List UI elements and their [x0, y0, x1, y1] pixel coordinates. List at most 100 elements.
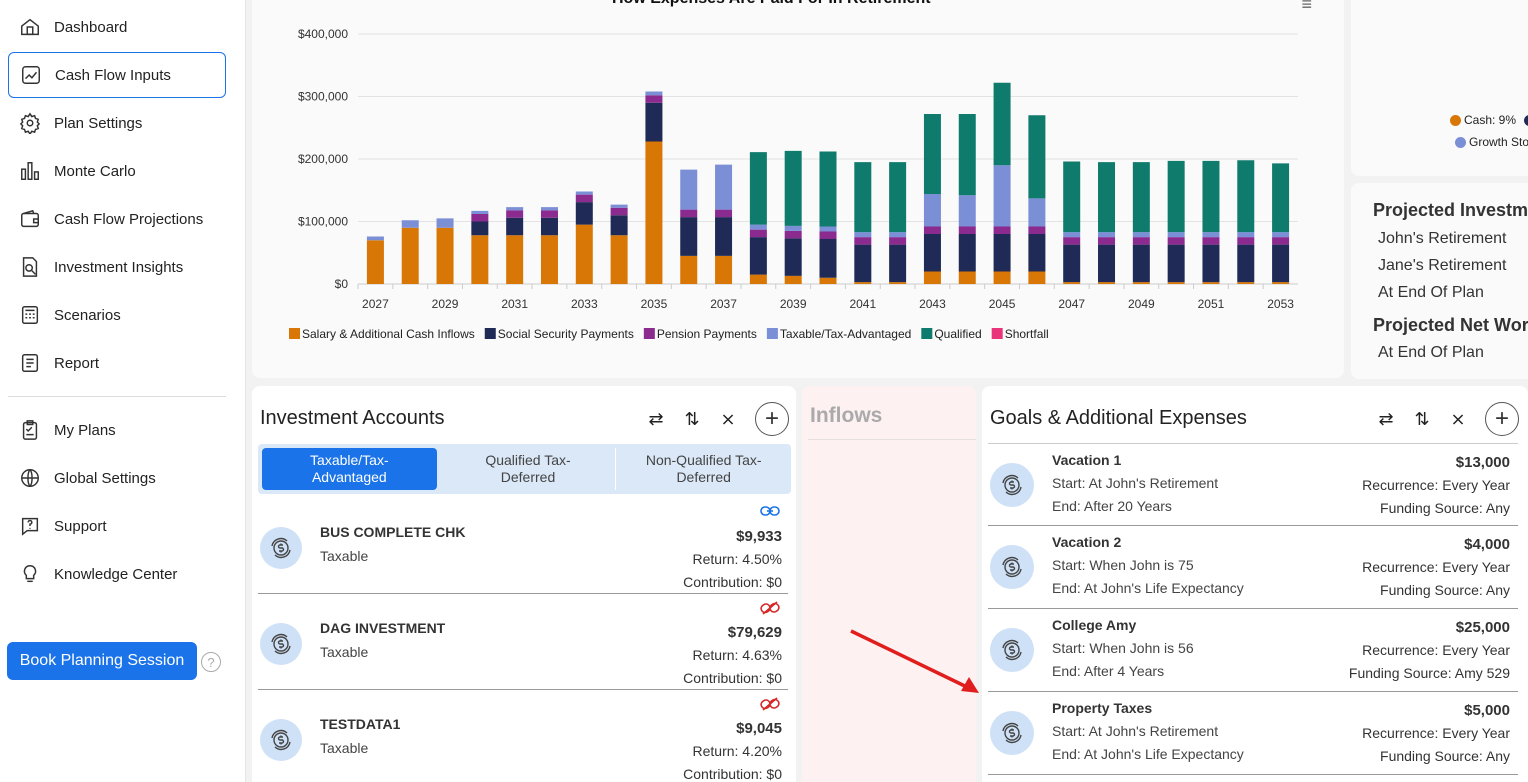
linked-icon[interactable]	[760, 504, 780, 520]
bar-segment	[1098, 162, 1116, 233]
x-tick-label: 2045	[989, 297, 1016, 311]
unlinked-icon[interactable]	[760, 600, 780, 616]
chart-menu-icon[interactable]: ≡	[1301, 0, 1312, 14]
dollar-cycle-icon	[990, 711, 1034, 755]
account-contribution: Contribution: $0	[683, 766, 782, 782]
dollar-cycle-icon	[990, 463, 1034, 507]
goal-amount: $25,000	[1455, 619, 1510, 636]
inflows-divider	[808, 439, 976, 440]
account-row[interactable]: TESTDATA1 Taxable $9,045 Return: 4.20% C…	[258, 690, 788, 782]
bar-segment	[1272, 232, 1290, 238]
tab-taxable-label: Taxable/Tax- Advantaged	[310, 452, 389, 485]
sidebar-item-my-plans[interactable]: My Plans	[8, 407, 226, 453]
bar-segment	[1237, 232, 1255, 238]
bar-segment	[749, 152, 767, 225]
sort-icon[interactable]: ⇅	[1414, 408, 1430, 429]
bar-segment	[715, 209, 733, 218]
bar-segment	[1237, 282, 1255, 284]
y-tick-label: $300,000	[298, 90, 348, 104]
bar-segment	[889, 237, 907, 245]
sidebar-item-global-settings[interactable]: Global Settings	[8, 455, 226, 501]
goal-row[interactable]: College Amy Start: When John is 56 End: …	[988, 609, 1518, 692]
legend-swatch	[643, 328, 655, 339]
goal-funding-source: Funding Source: Any	[1380, 582, 1510, 598]
sidebar-item-label: Cash Flow Inputs	[55, 66, 171, 84]
bar-segment	[1202, 232, 1220, 238]
sidebar-item-monte-carlo[interactable]: Monte Carlo	[8, 148, 226, 194]
legend-cash-dot	[1450, 114, 1461, 126]
sidebar-item-knowledge-center[interactable]: Knowledge Center	[8, 551, 226, 597]
bar-segment	[715, 164, 733, 210]
unlinked-icon[interactable]	[760, 696, 780, 712]
sidebar: Dashboard Cash Flow Inputs Plan Settings…	[0, 0, 246, 782]
x-tick-label: 2039	[780, 297, 807, 311]
tab-taxable[interactable]: Taxable/Tax- Advantaged	[262, 448, 437, 490]
bar-segment	[610, 204, 628, 208]
swap-horizontal-icon[interactable]: ⇄	[1378, 408, 1394, 429]
sidebar-item-support[interactable]: Support	[8, 503, 226, 549]
goal-start: Start: When John is 56	[1052, 640, 1194, 656]
bar-segment	[923, 226, 941, 234]
bar-segment	[366, 236, 384, 241]
bar-segment	[1272, 244, 1290, 283]
bar-segment	[401, 227, 419, 284]
add-goal-button[interactable]: +	[1485, 402, 1519, 436]
sidebar-item-label: Report	[54, 354, 100, 372]
tab-qualified-label: Qualified Tax- Deferred	[485, 452, 571, 485]
add-account-button[interactable]: +	[755, 402, 789, 436]
report-icon	[18, 351, 42, 375]
account-balance: $79,629	[727, 624, 782, 641]
x-tick-label: 2043	[919, 297, 946, 311]
bar-segment	[366, 240, 384, 284]
swap-horizontal-icon[interactable]: ⇄	[648, 408, 664, 429]
sidebar-item-plan-settings[interactable]: Plan Settings	[8, 100, 226, 146]
sidebar-item-investment-insights[interactable]: Investment Insights	[8, 244, 226, 290]
legend-growth: Growth Sto	[1455, 135, 1528, 149]
sidebar-item-cash-flow-inputs[interactable]: Cash Flow Inputs	[8, 52, 226, 98]
bar-segment	[1063, 161, 1081, 233]
bar-segment	[1132, 244, 1150, 283]
goal-recurrence: Recurrence: Every Year	[1362, 477, 1510, 493]
dollar-cycle-icon	[260, 623, 302, 665]
bar-segment	[1098, 237, 1116, 245]
help-icon[interactable]: ?	[201, 652, 221, 672]
bar-segment	[471, 214, 489, 222]
bar-segment	[1272, 282, 1290, 284]
sidebar-item-dashboard[interactable]: Dashboard	[8, 4, 226, 50]
bar-segment	[889, 162, 907, 233]
goal-row[interactable]: Vacation 1 Start: At John's Retirement E…	[988, 443, 1518, 526]
x-tick-label: 2051	[1198, 297, 1225, 311]
legend-label: Qualified	[934, 327, 981, 341]
sidebar-item-cash-flow-projections[interactable]: Cash Flow Projections	[8, 196, 226, 242]
x-tick-label: 2029	[432, 297, 459, 311]
legend-label: Social Security Payments	[498, 327, 634, 341]
account-contribution: Contribution: $0	[683, 574, 782, 590]
goal-name: Property Taxes	[1052, 700, 1153, 716]
account-balance: $9,933	[736, 528, 782, 545]
collapse-icon[interactable]: ⨯	[1450, 408, 1466, 429]
goal-row[interactable]: Property Taxes Start: At John's Retireme…	[988, 692, 1518, 775]
bar-segment	[471, 235, 489, 284]
bar-segment	[923, 194, 941, 227]
tab-non-qualified[interactable]: Non-Qualified Tax- Deferred	[616, 444, 791, 494]
sidebar-item-report[interactable]: Report	[8, 340, 226, 386]
goal-row[interactable]: Vacation 2 Start: When John is 75 End: A…	[988, 526, 1518, 609]
wallet-icon	[18, 207, 42, 231]
legend-label: Pension Payments	[657, 327, 757, 341]
account-return: Return: 4.63%	[692, 647, 783, 663]
goal-end: End: After 4 Years	[1052, 663, 1165, 679]
bar-segment	[958, 271, 976, 284]
goal-amount: $4,000	[1464, 536, 1510, 553]
sidebar-item-scenarios[interactable]: Scenarios	[8, 292, 226, 338]
book-planning-session-button[interactable]: Book Planning Session	[7, 642, 197, 680]
tab-qualified[interactable]: Qualified Tax- Deferred	[441, 444, 616, 494]
legend-swatch	[921, 328, 933, 339]
bar-segment	[1202, 160, 1220, 233]
bar-segment	[819, 231, 837, 239]
bar-chart-icon	[18, 159, 42, 183]
account-row[interactable]: DAG INVESTMENT Taxable $79,629 Return: 4…	[258, 594, 788, 690]
collapse-icon[interactable]: ⨯	[720, 408, 736, 429]
account-row[interactable]: BUS COMPLETE CHK Taxable $9,933 Return: …	[258, 498, 788, 594]
sort-icon[interactable]: ⇅	[684, 408, 700, 429]
bar-segment	[1132, 232, 1150, 238]
